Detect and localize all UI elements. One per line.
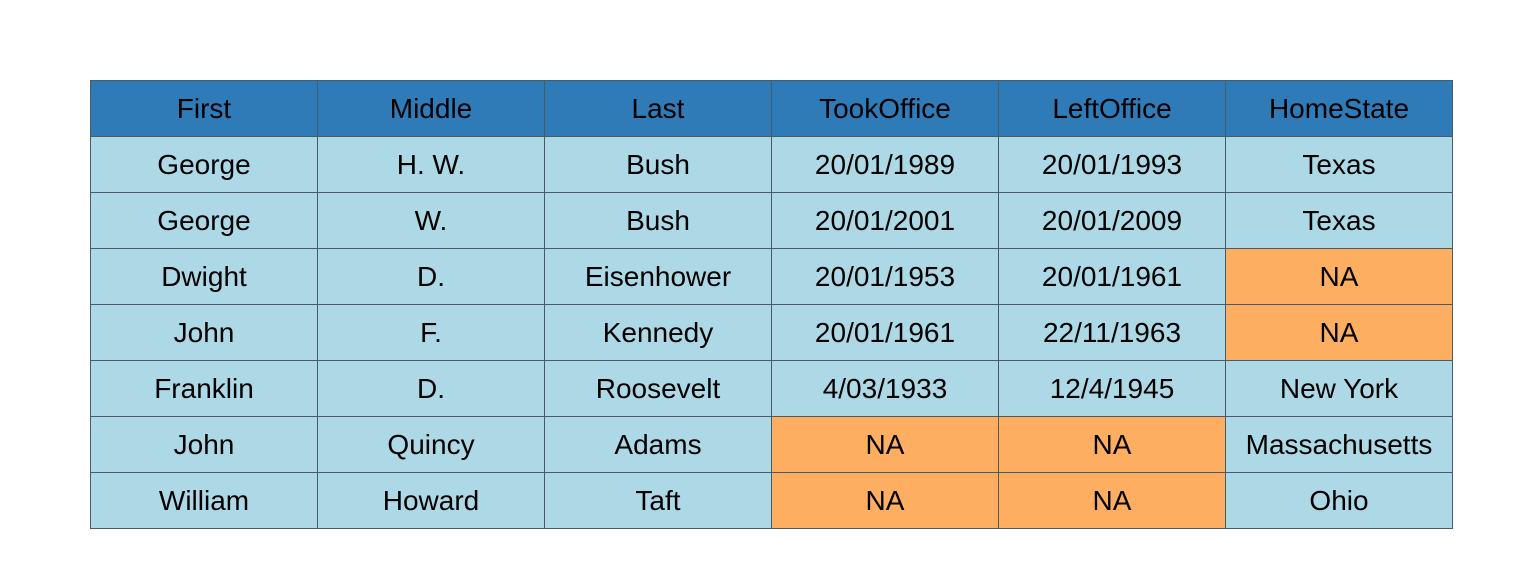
table-cell: 20/01/2009 <box>998 192 1226 249</box>
table-cell: 20/01/1961 <box>998 248 1226 305</box>
table-cell: George <box>90 192 318 249</box>
missing-value-cell: NA <box>771 416 999 473</box>
table-cell: 12/4/1945 <box>998 360 1226 417</box>
table-cell: Franklin <box>90 360 318 417</box>
table-cell: W. <box>317 192 545 249</box>
table-cell: 20/01/1989 <box>771 136 999 193</box>
table-row: Dwight D. Eisenhower 20/01/1953 20/01/1961 NA <box>90 248 1453 305</box>
table-cell: Texas <box>1225 192 1453 249</box>
table-row: John F. Kennedy 20/01/1961 22/11/1963 NA <box>90 304 1453 361</box>
table-cell: Texas <box>1225 136 1453 193</box>
table-cell: Eisenhower <box>544 248 772 305</box>
table-cell: 20/01/1993 <box>998 136 1226 193</box>
header-row: First Middle Last TookOffice LeftOffice HomeS… <box>90 80 1453 137</box>
table-row: Franklin D. Roosevelt 4/03/1933 12/4/1945 New… <box>90 360 1453 417</box>
table-cell: Kennedy <box>544 304 772 361</box>
column-header: LeftOffice <box>998 80 1226 137</box>
table-cell: 20/01/2001 <box>771 192 999 249</box>
table-cell: Howard <box>317 472 545 529</box>
table-cell: D. <box>317 360 545 417</box>
table-cell: Taft <box>544 472 772 529</box>
missing-value-cell: NA <box>998 472 1226 529</box>
table-cell: Bush <box>544 192 772 249</box>
table-cell: Bush <box>544 136 772 193</box>
table-cell: George <box>90 136 318 193</box>
table-cell: 22/11/1963 <box>998 304 1226 361</box>
table-cell: D. <box>317 248 545 305</box>
table-row: George H. W. Bush 20/01/1989 20/01/1993 Texas <box>90 136 1453 193</box>
table-cell: New York <box>1225 360 1453 417</box>
table-header: First Middle Last TookOffice LeftOffice HomeS… <box>90 80 1453 137</box>
column-header: Middle <box>317 80 545 137</box>
missing-value-cell: NA <box>998 416 1226 473</box>
table-cell: 20/01/1953 <box>771 248 999 305</box>
table-row: John Quincy Adams NA NA Massachusetts <box>90 416 1453 473</box>
table-cell: John <box>90 304 318 361</box>
table-cell: Roosevelt <box>544 360 772 417</box>
table-cell: 20/01/1961 <box>771 304 999 361</box>
table-cell: Massachusetts <box>1225 416 1453 473</box>
table-cell: Ohio <box>1225 472 1453 529</box>
table-cell: Dwight <box>90 248 318 305</box>
table-row: George W. Bush 20/01/2001 20/01/2009 Texas <box>90 192 1453 249</box>
table-cell: Adams <box>544 416 772 473</box>
table-cell: John <box>90 416 318 473</box>
missing-value-cell: NA <box>1225 304 1453 361</box>
table-cell: William <box>90 472 318 529</box>
column-header: First <box>90 80 318 137</box>
table-cell: 4/03/1933 <box>771 360 999 417</box>
missing-value-cell: NA <box>1225 248 1453 305</box>
data-table: First Middle Last TookOffice LeftOffice HomeS… <box>90 80 1453 529</box>
table-cell: F. <box>317 304 545 361</box>
column-header: Last <box>544 80 772 137</box>
column-header: HomeState <box>1225 80 1453 137</box>
table-row: William Howard Taft NA NA Ohio <box>90 472 1453 529</box>
table-cell: H. W. <box>317 136 545 193</box>
table-cell: Quincy <box>317 416 545 473</box>
data-table-container: First Middle Last TookOffice LeftOffice HomeS… <box>90 80 1453 531</box>
column-header: TookOffice <box>771 80 999 137</box>
table-body: George H. W. Bush 20/01/1989 20/01/1993 Texas… <box>90 136 1453 529</box>
missing-value-cell: NA <box>771 472 999 529</box>
